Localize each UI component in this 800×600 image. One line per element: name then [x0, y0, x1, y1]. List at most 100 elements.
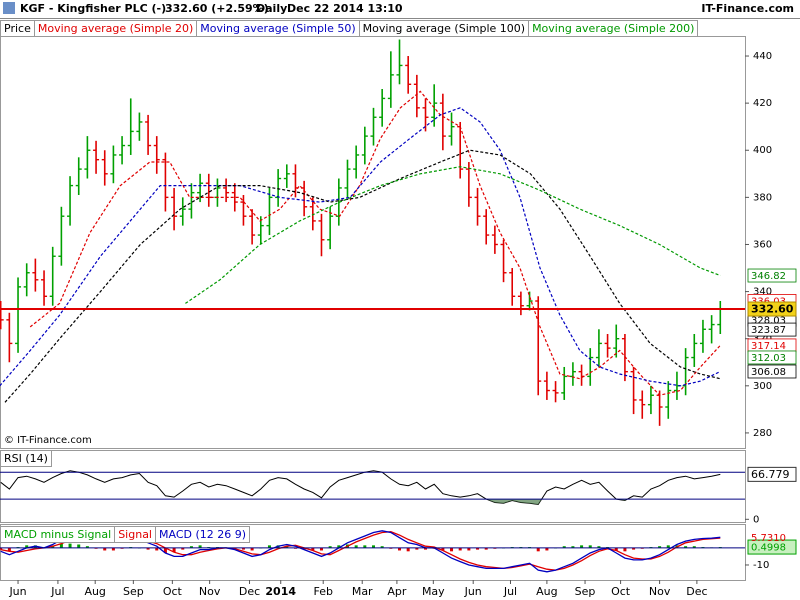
- macd-hist-bar: [476, 547, 480, 550]
- macd-hist-bar: [181, 547, 185, 550]
- moving-average: [0, 107, 721, 387]
- x-tick-label: Sep: [123, 585, 144, 598]
- x-tick-label: Oct: [163, 585, 183, 598]
- price-label-box: [747, 350, 797, 365]
- macd-hist-bar: [588, 545, 592, 548]
- header-interval: Daily: [256, 2, 288, 15]
- x-tick-label: Nov: [199, 585, 221, 598]
- macd-hist-bar: [146, 547, 150, 550]
- macd-hist-bar: [632, 547, 636, 550]
- macd-hist-bar: [85, 546, 89, 548]
- y-tick-label: 360: [753, 239, 772, 250]
- x-tick-label: Sep: [575, 585, 596, 598]
- macd-hist-bar: [371, 545, 375, 548]
- macd-hist-bar: [666, 545, 670, 548]
- y-tick-label: 420: [753, 98, 772, 109]
- macd-panel: [0, 524, 746, 581]
- macd-hist-bar: [406, 547, 410, 552]
- macd-hist-bar: [163, 547, 167, 554]
- macd-hist-bar: [319, 547, 323, 551]
- macd-hist-bar: [684, 546, 688, 548]
- legend-ma: Moving average (Simple 20): [33, 20, 198, 37]
- price-label-box: [747, 322, 797, 337]
- x-tick-label: Jul: [50, 585, 64, 598]
- macd-hist-bar: [658, 546, 662, 548]
- x-tick-label: Jun: [8, 585, 26, 598]
- macd-hist-bar: [562, 546, 566, 548]
- moving-average: [29, 90, 721, 396]
- macd-hist-bar: [623, 547, 627, 552]
- macd-hist-bar: [328, 546, 332, 548]
- x-tick-label: Dec: [686, 585, 707, 598]
- macd-hist-bar: [241, 547, 245, 550]
- rsi-last-label: 66.779: [751, 468, 790, 481]
- macd-hist-bar: [155, 547, 159, 551]
- x-tick-label: Feb: [313, 585, 332, 598]
- header-quote: 332.60 (+2.59%): [165, 2, 269, 15]
- price-label: 323.87: [751, 325, 786, 336]
- legend-price: Price: [0, 20, 35, 37]
- header-source: IT-Finance.com: [701, 2, 794, 15]
- moving-average: [185, 166, 721, 304]
- legend-ma: Moving average (Simple 200): [528, 20, 699, 37]
- header-title: KGF - Kingfisher PLC (-): [20, 2, 167, 15]
- macd-hist-bar: [25, 545, 29, 548]
- macd-hist-bar: [398, 547, 402, 551]
- legend-macd: Signal: [114, 526, 156, 543]
- macd-hist-bar: [380, 546, 384, 548]
- y-tick-label: 440: [753, 51, 772, 62]
- macd-hist-last-box: [747, 539, 797, 555]
- y-tick-label: 340: [753, 287, 772, 298]
- price-label: 328.03: [751, 315, 786, 326]
- macd-hist-bar: [571, 546, 575, 548]
- x-tick-label: Apr: [387, 585, 407, 598]
- y-tick-label: 380: [753, 192, 772, 203]
- macd-hist-bar: [441, 547, 445, 551]
- x-tick-label: Mar: [352, 585, 373, 598]
- x-tick-label: Jun: [464, 585, 482, 598]
- macd-hist-bar: [7, 547, 11, 552]
- x-tick-label: Aug: [536, 585, 557, 598]
- macd-hist-bar: [111, 547, 115, 551]
- macd-hist-bar: [267, 545, 271, 548]
- y-tick-label: 0: [753, 514, 759, 525]
- legend-macd: MACD (12 26 9): [155, 526, 251, 543]
- header-timestamp: Dec 22 2014 13:10: [287, 2, 403, 15]
- macd-hist-bar: [51, 546, 55, 548]
- macd-hist-bar: [68, 543, 72, 548]
- x-tick-label: Nov: [649, 585, 671, 598]
- price-label: 346.82: [751, 271, 786, 282]
- rsi-last-box: [747, 466, 797, 482]
- y-tick-label: 400: [753, 145, 772, 156]
- macd-hist-bar: [198, 545, 202, 548]
- y-tick-label: 280: [753, 428, 772, 439]
- macd-hist-bar: [458, 547, 462, 551]
- x-tick-label: 2014: [265, 585, 296, 598]
- macd-hist-bar: [77, 544, 81, 548]
- y-tick-label: 300: [753, 381, 772, 392]
- macd-hist-bar: [692, 546, 696, 548]
- macd-hist-bar: [285, 546, 289, 548]
- macd-hist-bar: [250, 547, 254, 551]
- macd-hist-bar: [337, 545, 341, 548]
- x-tick-label: May: [422, 585, 445, 598]
- macd-hist-bar: [311, 547, 315, 551]
- macd-hist-bar: [172, 547, 176, 553]
- watermark: © IT-Finance.com: [4, 435, 92, 446]
- macd-hist-bar: [597, 546, 601, 548]
- rsi-line: [0, 470, 721, 506]
- plot-area: [0, 39, 724, 573]
- legend-macd: MACD minus Signal: [0, 526, 116, 543]
- price-label-box: [747, 364, 797, 379]
- macd-hist-last-label: 0.4998: [751, 543, 786, 554]
- x-tick-label: Aug: [84, 585, 105, 598]
- x-tick-label: Jul: [503, 585, 517, 598]
- macd-hist-bar: [189, 546, 193, 548]
- header-icon: [3, 0, 15, 18]
- price-label: 312.03: [751, 353, 786, 364]
- rsi-oversold-fill: [486, 499, 628, 505]
- macd-hist-bar: [450, 547, 454, 552]
- current-price-label: 332.60: [751, 303, 794, 316]
